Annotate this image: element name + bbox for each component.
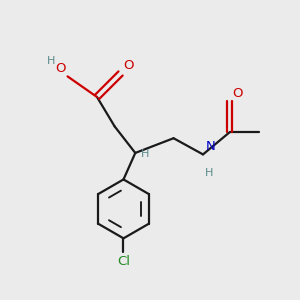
Text: Cl: Cl — [117, 255, 130, 268]
Text: H: H — [47, 56, 56, 66]
Text: H: H — [206, 168, 214, 178]
Text: O: O — [232, 87, 243, 100]
Text: O: O — [124, 59, 134, 72]
Text: O: O — [56, 62, 66, 75]
Text: N: N — [206, 140, 215, 153]
Text: H: H — [141, 149, 149, 159]
